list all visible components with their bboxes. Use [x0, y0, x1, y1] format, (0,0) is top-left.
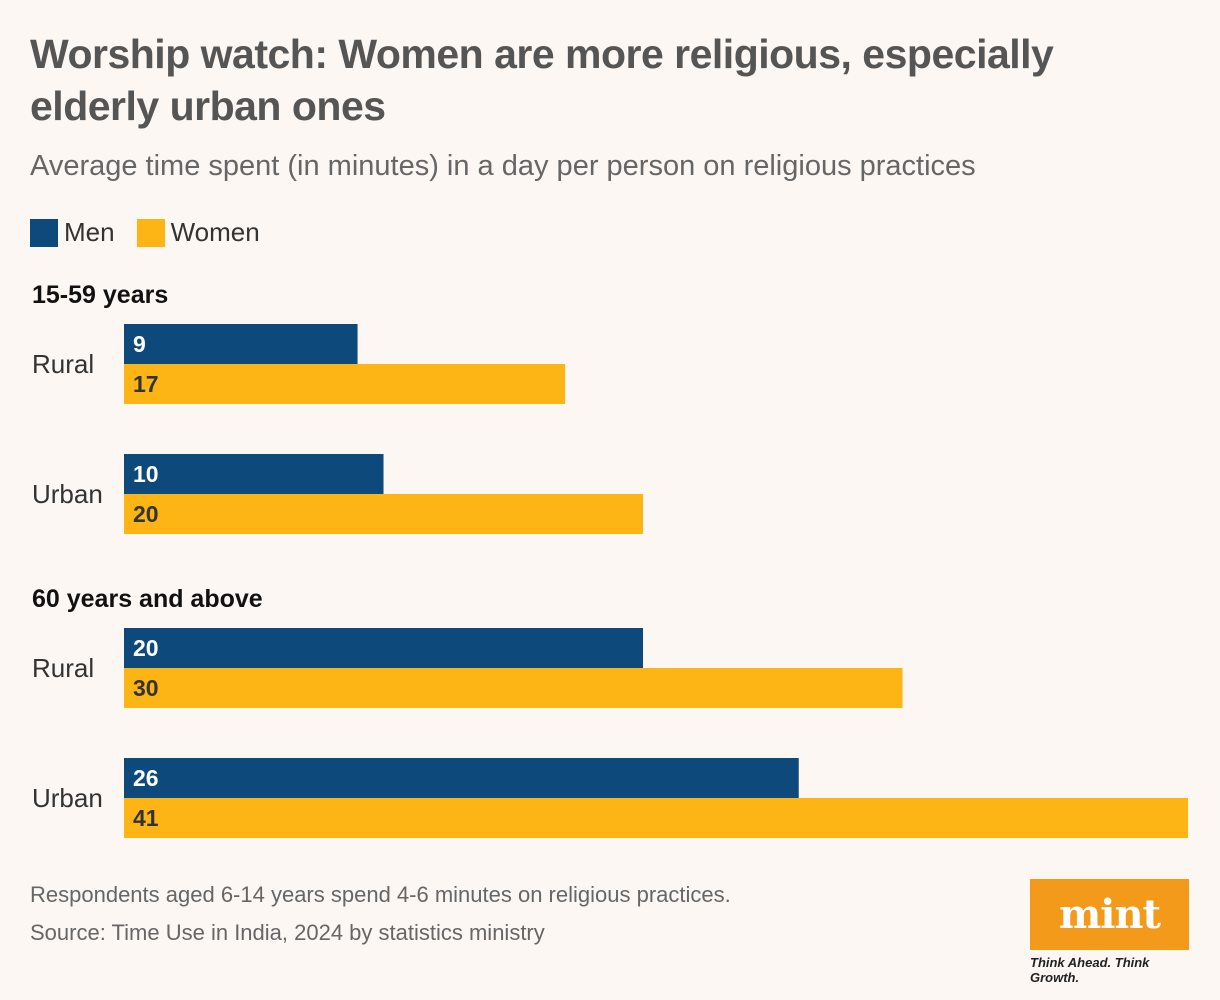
bar-women	[124, 494, 644, 534]
bar-chart: 15-59 years Rural 9 17 Urban 10 20 60 years and…	[32, 281, 1188, 838]
mint-logo: mint	[1030, 879, 1189, 950]
bar-men	[124, 454, 384, 494]
data-label: 26	[133, 765, 159, 791]
legend-item-men: Men	[30, 217, 115, 248]
group-title: 15-59 years	[32, 281, 168, 309]
bar-women	[124, 798, 1188, 838]
category-label: Urban	[32, 783, 103, 813]
bar-men	[124, 758, 799, 798]
bar-women	[124, 364, 566, 404]
data-label: 20	[133, 501, 159, 527]
category-label: Rural	[32, 653, 94, 683]
legend-item-women: Women	[136, 217, 260, 248]
legend-swatch-men	[30, 218, 58, 247]
data-label: 30	[133, 675, 159, 701]
category-label: Rural	[32, 349, 94, 379]
legend-label-men: Men	[64, 217, 115, 247]
data-label: 9	[133, 331, 146, 357]
group-title: 60 years and above	[32, 585, 263, 613]
footnote: Respondents aged 6-14 years spend 4-6 mi…	[30, 876, 731, 952]
chart-title: Worship watch: Women are more religious,…	[30, 31, 1054, 129]
legend-swatch-women	[136, 218, 165, 247]
footnote-source: Source: Time Use in India, 2024 by stati…	[30, 920, 545, 945]
footnote-note: Respondents aged 6-14 years spend 4-6 mi…	[30, 882, 731, 907]
legend-label-women: Women	[170, 217, 260, 247]
chart-subtitle: Average time spent (in minutes) in a day…	[30, 150, 976, 182]
data-label: 41	[133, 805, 159, 831]
data-label: 17	[133, 371, 159, 397]
category-label: Urban	[32, 479, 103, 509]
bar-women	[124, 668, 903, 708]
data-label: 20	[133, 635, 159, 661]
data-label: 10	[133, 461, 159, 487]
bar-men	[124, 628, 644, 668]
bar-men	[124, 324, 358, 364]
legend: Men Women	[30, 217, 282, 248]
brand-tagline: Think Ahead. Think Growth.	[1030, 955, 1150, 985]
